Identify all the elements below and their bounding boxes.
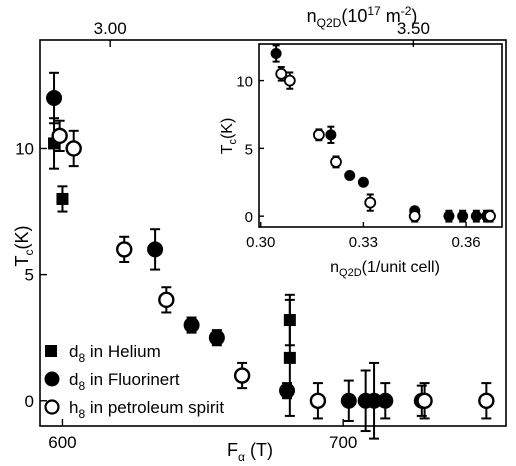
legend: d8 in Helium d8 in Fluorinert h8 in petr… (44, 342, 224, 421)
main-x-axis-label: Fα (T) (227, 440, 273, 464)
main-y-tick-label-2: 10 (15, 139, 34, 158)
legend-label-petroleum: h8 in petroleum spirit (69, 398, 224, 421)
main-point-2-7 (478, 392, 495, 409)
legend-marker-petroleum (44, 399, 60, 415)
main-y-axis-label: Tc(K) (12, 226, 36, 267)
inset-point-0-0 (270, 47, 282, 59)
main-top-tick-label-0: 3.00 (94, 19, 127, 38)
top-x-axis-label: nQ2D(1017 m-2) (307, 4, 418, 30)
main-y-tick-label-1: 5 (25, 266, 34, 285)
inset-point-1-6 (484, 210, 496, 223)
main-point-0-3 (283, 351, 296, 364)
main-point-2-2 (116, 241, 133, 258)
inset-point-1-1 (283, 74, 296, 87)
main-point-1-4 (279, 382, 296, 399)
main-point-1-1 (147, 241, 164, 258)
main-point-1-5 (340, 392, 357, 409)
inset-point-1-0 (275, 67, 288, 80)
inset-y-tick-label-0: 0 (245, 209, 253, 226)
legend-marker-fluorinert (44, 371, 60, 387)
main-point-2-3 (158, 291, 175, 309)
main-x-tick-label-1: 700 (329, 433, 357, 452)
inset-point-1-2 (312, 128, 325, 141)
inset-x-tick-label-2: 0.36 (451, 234, 480, 251)
main-point-2-1 (65, 140, 82, 157)
inset-plot-layer: 0.30 0.33 0.36 0 5 10 (236, 44, 496, 251)
main-point-1-2 (183, 317, 200, 334)
inset-x-tick-label-1: 0.33 (349, 234, 378, 251)
legend-label-fluorinert: d8 in Fluorinert (69, 370, 180, 393)
inset-y-axis-label: Tc(K) (219, 118, 239, 155)
main-plot-layer: 600 700 0 5 10 3.00 3.50 (15, 19, 495, 452)
inset-point-0-2 (344, 169, 356, 181)
main-point-1-0 (46, 90, 63, 107)
main-point-1-3 (208, 329, 225, 346)
main-point-2-5 (309, 392, 327, 409)
main-point-1-8 (377, 392, 394, 409)
inset-point-0-7 (470, 210, 482, 222)
main-point-2-6 (416, 392, 433, 409)
inset-point-1-5 (408, 210, 421, 223)
inset-y-tick-label-2: 10 (236, 74, 253, 91)
legend-marker-helium (45, 345, 57, 357)
legend-label-helium: d8 in Helium (69, 342, 161, 365)
inset-y-tick-label-1: 5 (245, 141, 253, 158)
inset-point-0-3 (357, 176, 369, 188)
main-top-tick-label-1: 3.50 (397, 19, 430, 38)
inset-x-axis-label: nQ2D(1/unit cell) (330, 259, 440, 279)
inset-point-1-4 (364, 196, 377, 209)
inset-point-0-6 (457, 210, 469, 222)
main-point-1-7 (366, 392, 383, 409)
main-point-2-0 (51, 127, 68, 145)
inset-plot-frame (258, 43, 503, 228)
inset-point-0-5 (443, 210, 455, 222)
main-point-2-4 (233, 367, 251, 384)
main-point-0-1 (56, 192, 69, 205)
main-y-tick-label-0: 0 (25, 392, 34, 411)
main-x-tick-label-0: 600 (48, 433, 76, 452)
inset-x-tick-label-0: 0.30 (246, 234, 275, 251)
inset-point-0-1 (325, 129, 337, 141)
main-plot-frame (39, 39, 507, 427)
inset-point-1-3 (330, 156, 342, 168)
